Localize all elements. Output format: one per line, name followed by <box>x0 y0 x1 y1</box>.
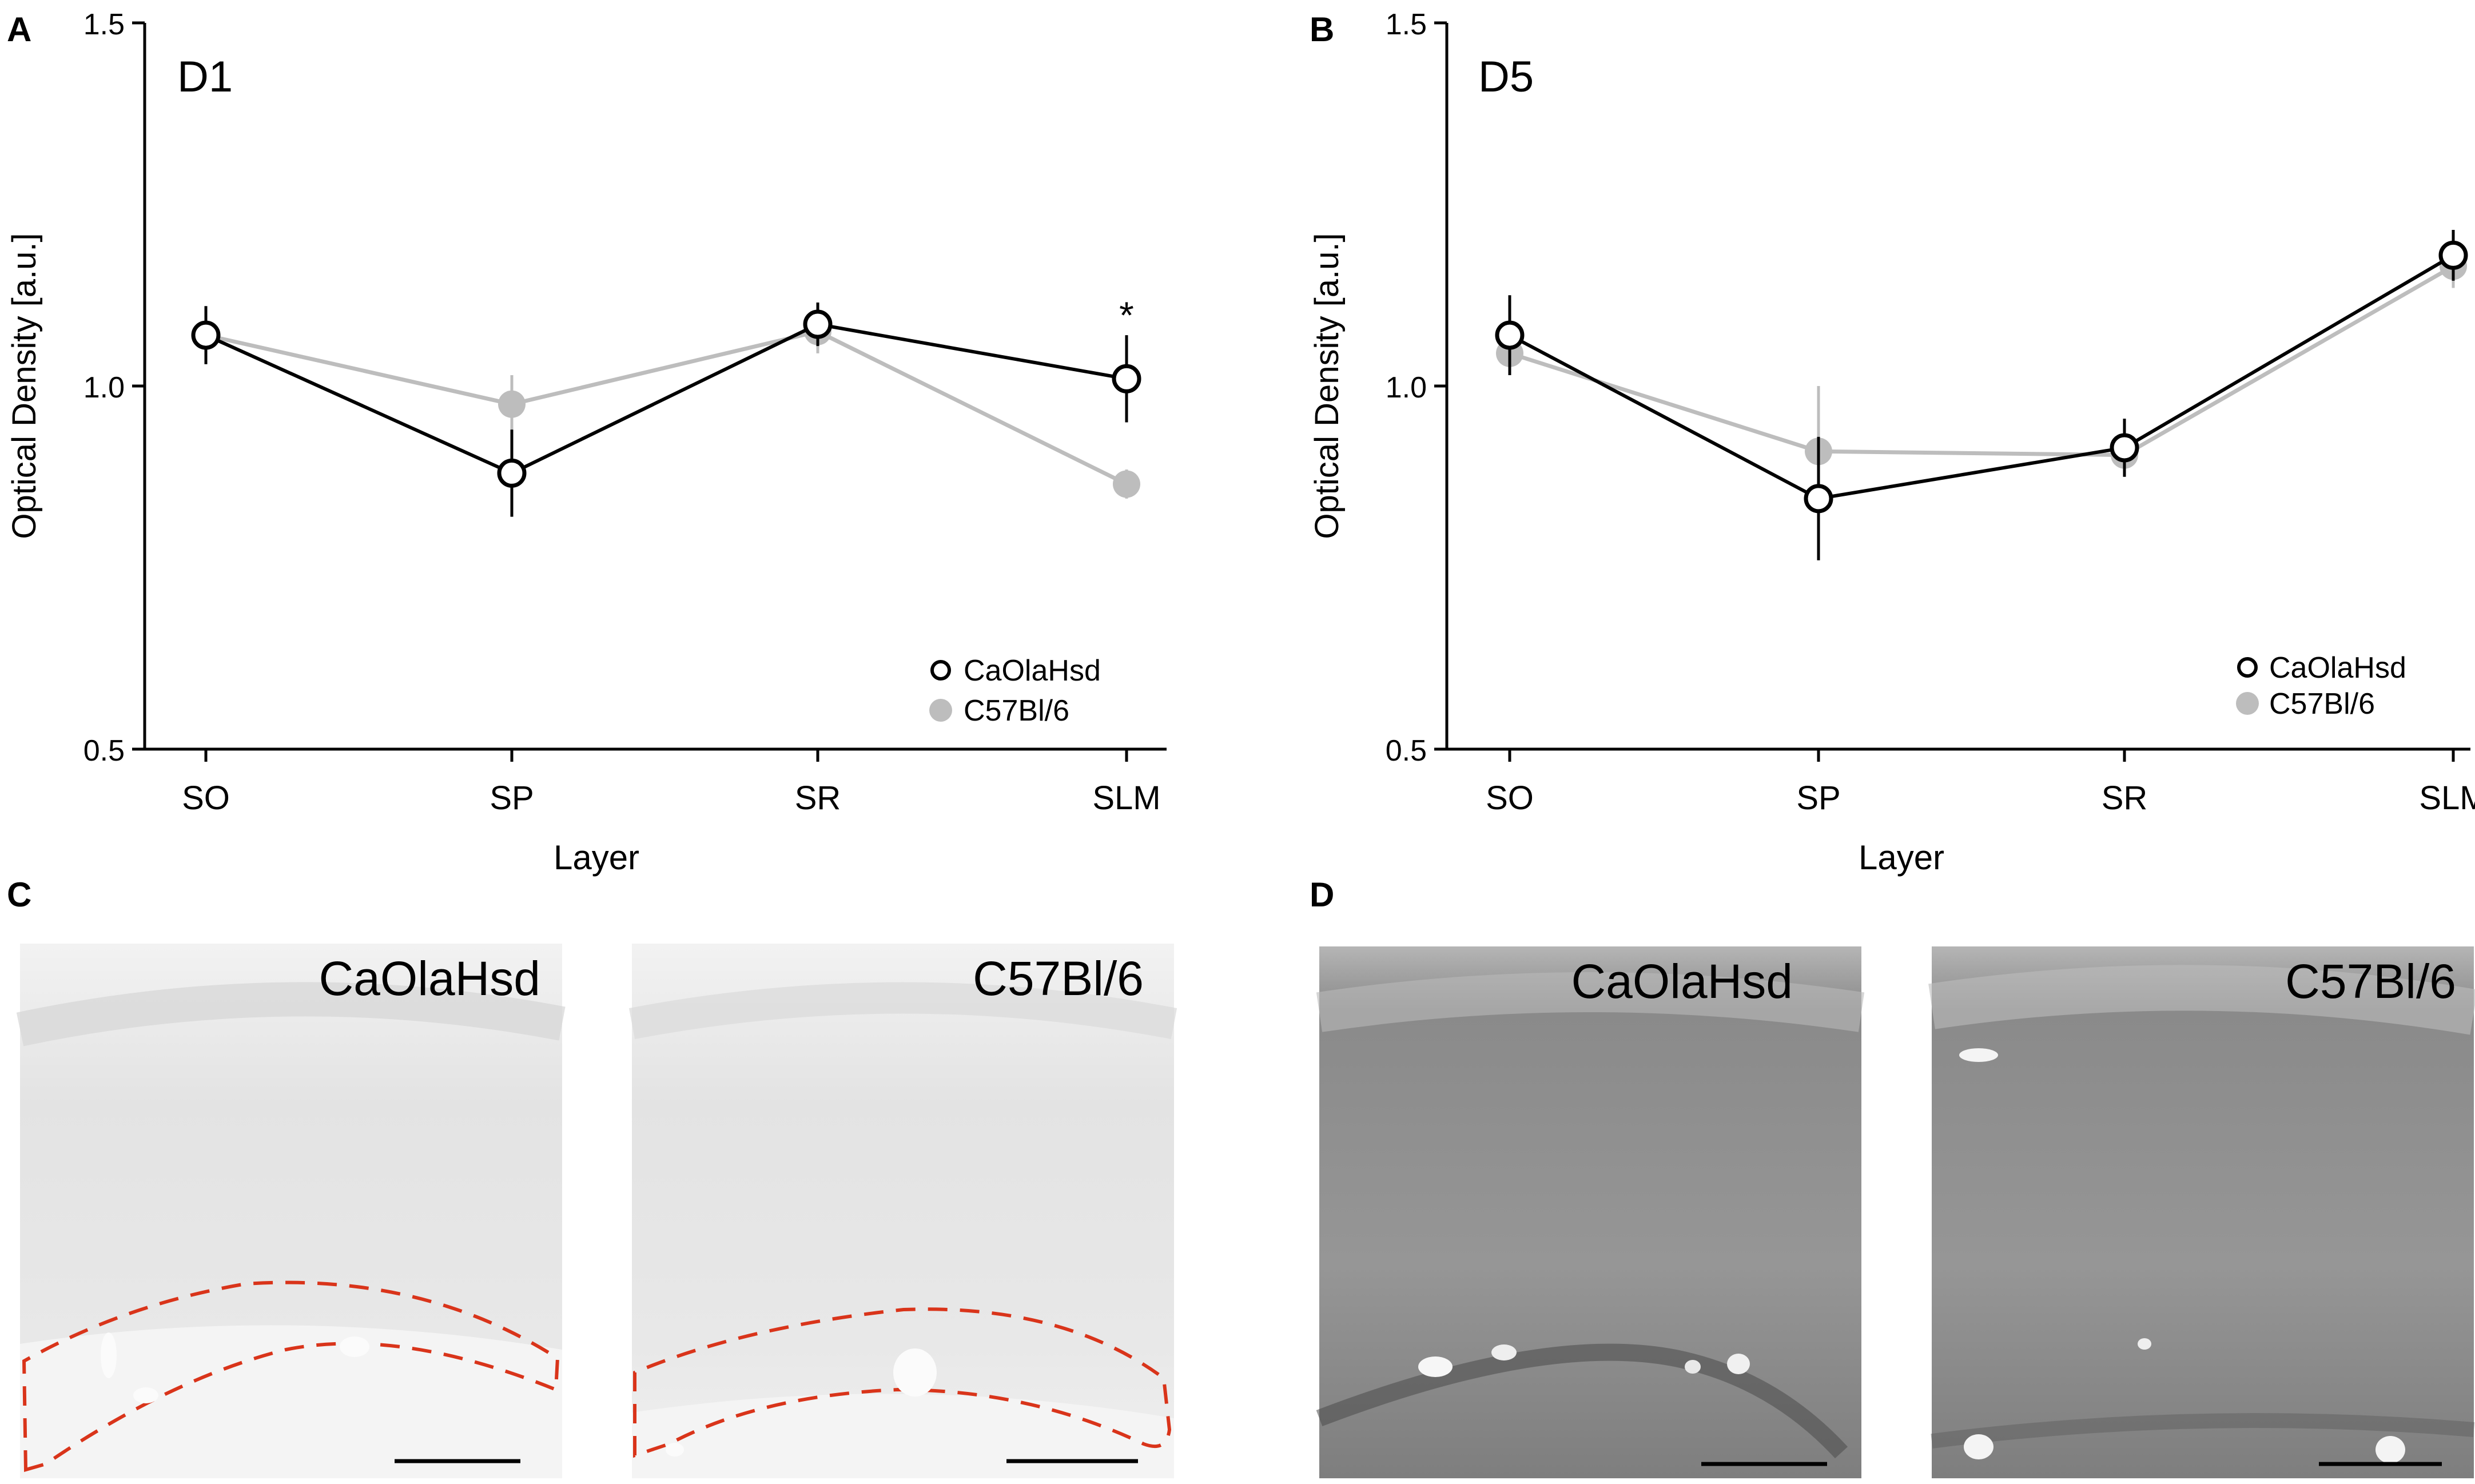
chart-b-title: D5 <box>1478 53 1534 101</box>
legend-label-caolahsd: CaOlaHsd <box>964 654 1101 687</box>
vessel-shape <box>1418 1356 1453 1377</box>
micrograph-d-c57bl6: C57Bl/6 <box>1928 946 2475 1478</box>
series-group <box>1495 229 2468 560</box>
x-tick-label: SR <box>795 779 841 817</box>
vessel-shape <box>1727 1354 1750 1374</box>
vessel-shape <box>2138 1338 2151 1350</box>
y-tick-label: 1.0 <box>1386 371 1427 404</box>
micrograph-label: CaOlaHsd <box>1571 954 1793 1008</box>
vessel-shape <box>1685 1360 1701 1374</box>
chart-a-title: D1 <box>177 53 233 101</box>
legend-marker-caolahsd <box>2237 657 2258 678</box>
series-group <box>191 302 1141 517</box>
dark-band-shape <box>1931 1413 2475 1449</box>
vessel-shape <box>2375 1436 2405 1463</box>
chart-b-xlabel: Layer <box>1859 838 1944 877</box>
chart-b-ylabel: Optical Density [a.u.] <box>1308 233 1346 539</box>
panel-letter-d: D <box>1310 876 1334 914</box>
significance-marker: * <box>1119 294 1134 336</box>
data-point <box>1804 484 1833 514</box>
vessel-shape <box>1964 1434 1993 1459</box>
y-tick-label: 0.5 <box>83 734 125 767</box>
pyramidal-band-shape <box>1928 965 2475 1035</box>
data-point <box>1112 364 1141 393</box>
chart-a-xlabel: Layer <box>554 838 639 877</box>
y-ticks: 0.5 1.0 1.5 <box>1386 8 1447 767</box>
vessel-shape <box>893 1348 937 1397</box>
y-tick-label: 0.5 <box>1386 734 1427 767</box>
micrograph-c-caolahsd: CaOlaHsd <box>16 944 566 1478</box>
series-line <box>205 329 1128 486</box>
series-line <box>1509 253 2454 500</box>
x-tick-label: SP <box>490 779 534 817</box>
chart-a-ylabel: Optical Density [a.u.] <box>6 233 43 539</box>
pyramidal-band-shape <box>16 982 566 1047</box>
panel-letter-c: C <box>7 876 31 914</box>
series-line <box>1509 264 2454 457</box>
panel-letter-b: B <box>1310 10 1334 49</box>
layer-outline-dashed <box>633 1307 1172 1458</box>
x-tick-label: SO <box>182 779 230 817</box>
legend-marker-caolahsd <box>930 660 951 681</box>
data-point <box>803 309 833 339</box>
legend-label-c57bl6: C57Bl/6 <box>964 694 1069 727</box>
vessel-shape <box>666 1443 684 1457</box>
y-tick-label: 1.0 <box>83 371 125 404</box>
data-point <box>497 458 527 488</box>
micrograph-d-caolahsd: CaOlaHsd <box>1316 946 1865 1478</box>
vessel-shape <box>340 1336 369 1357</box>
micrograph-label: CaOlaHsd <box>319 952 540 1005</box>
vessel-shape <box>133 1387 158 1403</box>
hilus-region-shape <box>632 1394 1174 1478</box>
x-ticks: SO SP SR SLM <box>182 749 1161 817</box>
x-ticks: SO SP SR SLM <box>1486 749 2475 817</box>
pyramidal-band-shape <box>628 982 1177 1040</box>
x-tick-label: SR <box>2102 779 2148 817</box>
data-point <box>498 390 526 418</box>
annotation-group: * <box>1119 294 1134 336</box>
hilus-region-shape <box>20 1325 562 1478</box>
vessel-shape <box>1491 1344 1517 1360</box>
chart-a: 0.5 1.0 1.5 SO SP SR SLM D1 Layer Optical Den… <box>6 8 1167 877</box>
data-point <box>191 320 221 350</box>
data-point <box>2110 433 2139 463</box>
legend-marker-c57bl6 <box>929 699 952 722</box>
y-tick-label: 1.5 <box>83 8 125 41</box>
micrograph-label: C57Bl/6 <box>2285 954 2456 1008</box>
layer-outline-dashed <box>22 1280 560 1472</box>
x-tick-label: SLM <box>1092 779 1160 817</box>
pyramidal-band-shape <box>1316 972 1865 1032</box>
y-ticks: 0.5 1.0 1.5 <box>83 8 145 767</box>
micrograph-label: C57Bl/6 <box>973 952 1144 1005</box>
data-point <box>2438 240 2468 270</box>
micrograph-c-c57bl6: C57Bl/6 <box>628 944 1177 1478</box>
legend-label-c57bl6: C57Bl/6 <box>2269 687 2375 721</box>
legend-label-caolahsd: CaOlaHsd <box>2269 651 2406 685</box>
dark-band-shape <box>1316 1343 1848 1459</box>
chart-b: 0.5 1.0 1.5 SO SP SR SLM D5 Layer Optical Den… <box>1308 8 2475 877</box>
legend-marker-c57bl6 <box>2236 692 2259 715</box>
legend: CaOlaHsd C57Bl/6 <box>2236 651 2406 721</box>
x-tick-label: SLM <box>2419 779 2475 817</box>
micrograph-image <box>1932 946 2474 1478</box>
series-line <box>205 322 1127 475</box>
panel-letter-a: A <box>7 10 31 49</box>
data-point <box>1113 470 1140 498</box>
x-tick-label: SO <box>1486 779 1534 817</box>
legend: CaOlaHsd C57Bl/6 <box>929 654 1101 727</box>
y-tick-label: 1.5 <box>1386 8 1427 41</box>
vessel-shape <box>1959 1048 1998 1062</box>
data-point <box>1495 320 1525 350</box>
vessel-shape <box>101 1332 117 1378</box>
x-tick-label: SP <box>1796 779 1840 817</box>
